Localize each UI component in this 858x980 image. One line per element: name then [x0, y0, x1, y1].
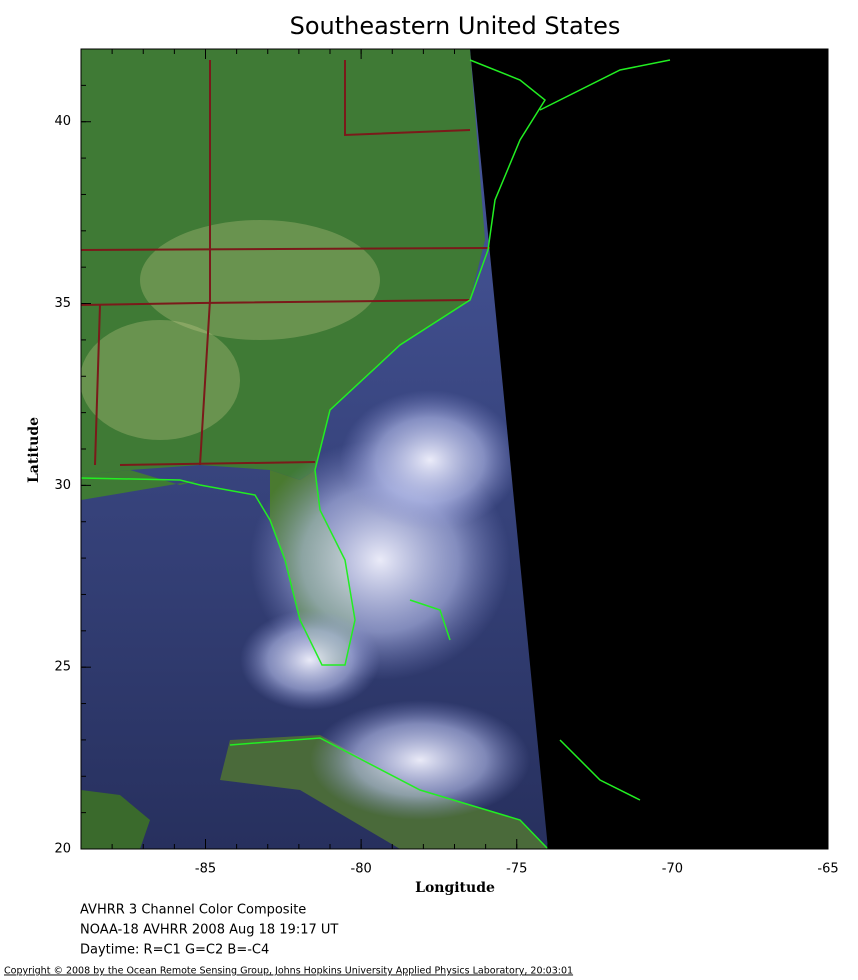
x-tick-label: -70 — [662, 862, 683, 877]
x-tick-label: -65 — [817, 862, 838, 877]
caption: AVHRR 3 Channel Color Composite — [80, 903, 306, 918]
y-tick-label: 40 — [54, 114, 71, 129]
x-tick-label: -80 — [351, 862, 372, 877]
x-tick-label: -75 — [506, 862, 527, 877]
satellite-image — [80, 49, 828, 850]
y-axis-label: Latitude — [26, 417, 42, 483]
x-axis-label: Longitude — [415, 880, 495, 896]
caption: NOAA-18 AVHRR 2008 Aug 18 19:17 UT — [80, 923, 338, 938]
y-tick-label: 35 — [54, 296, 71, 311]
copyright: Copyright © 2008 by the Ocean Remote Sen… — [4, 966, 573, 977]
y-tick-label: 30 — [54, 478, 71, 493]
x-tick-label: -85 — [195, 862, 216, 877]
caption: Daytime: R=C1 G=C2 B=-C4 — [80, 943, 269, 958]
y-tick-label: 20 — [54, 842, 71, 857]
map-title: Southeastern United States — [290, 12, 621, 40]
y-tick-label: 25 — [54, 660, 71, 675]
